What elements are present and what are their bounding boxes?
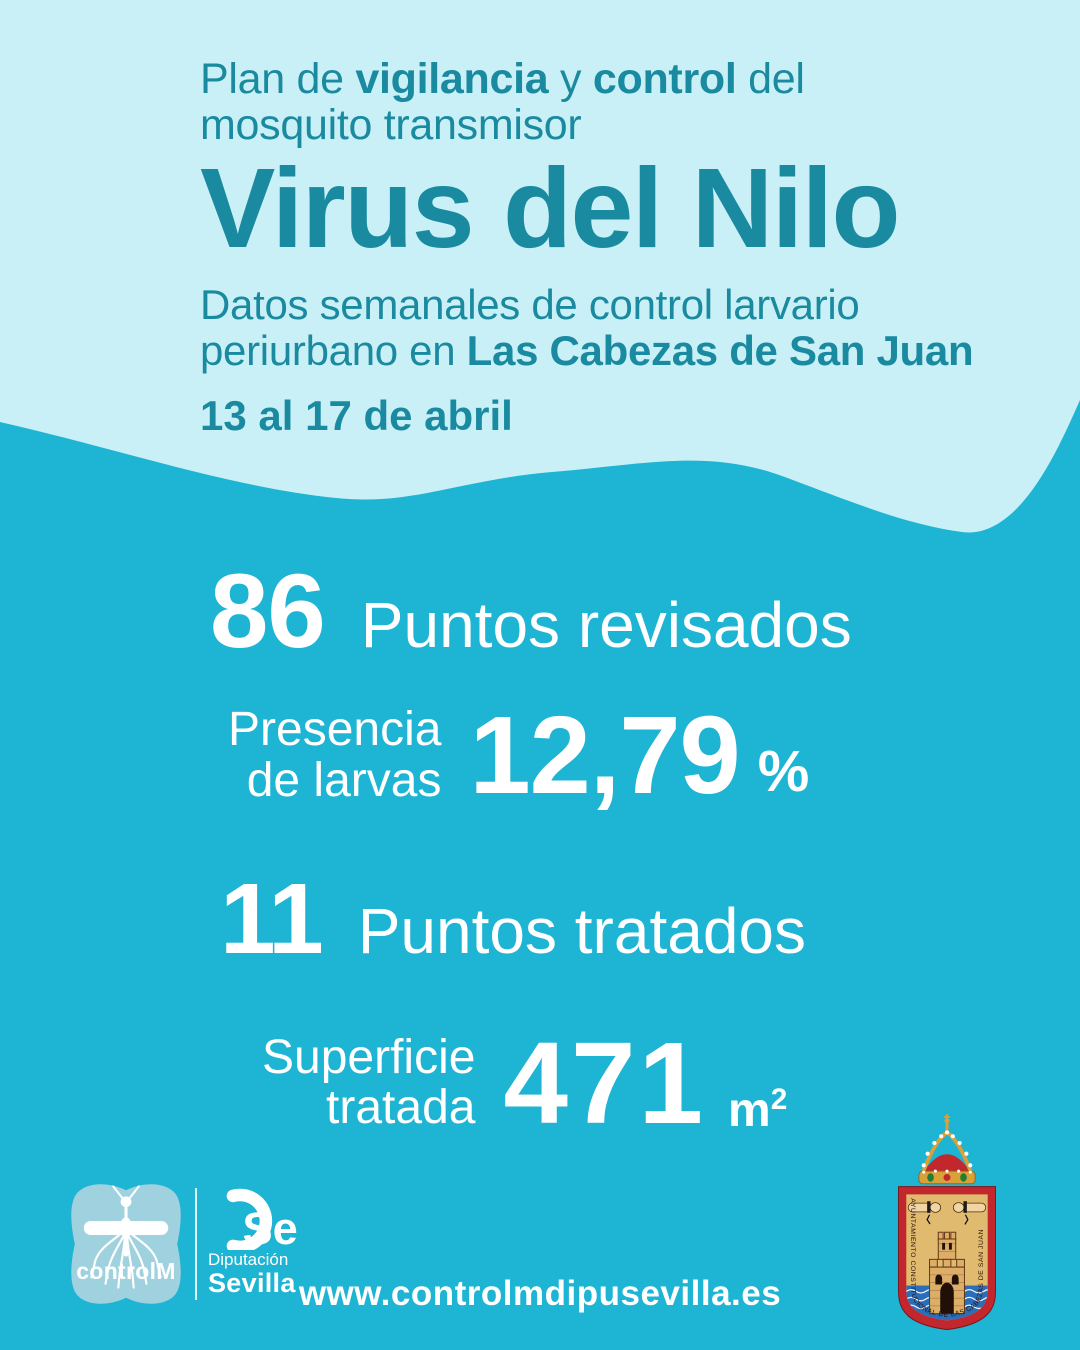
controlm-logo bbox=[71, 1184, 181, 1304]
stat-label-larvas: Presencia de larvas bbox=[228, 703, 442, 807]
diputacion-sevilla-logo: Se bbox=[226, 1188, 298, 1250]
top-wave-section bbox=[0, 0, 1080, 533]
header-block: Plan de vigilancia y control del mosquit… bbox=[200, 56, 974, 440]
subtitle-block: Datos semanales de control larvario peri… bbox=[200, 280, 974, 374]
stat-label-larvas-line1: Presencia bbox=[228, 703, 442, 757]
shield-icon: AYUNTAMIENTO CONSTITUCIONAL DE LAS CABEZ… bbox=[898, 1186, 996, 1331]
crown-icon bbox=[918, 1113, 976, 1185]
stat-value-revisados: 86 bbox=[210, 553, 326, 670]
stat-value-superficie: 471 bbox=[503, 1018, 706, 1148]
castle-icon bbox=[929, 1231, 965, 1315]
arms-icon bbox=[907, 1201, 987, 1225]
stat-label-larvas-line2: de larvas bbox=[246, 753, 442, 807]
dse-logo-text: Se bbox=[243, 1203, 298, 1250]
controlm-label: controlM bbox=[76, 1258, 176, 1284]
intro-bold-vigilancia: vigilancia bbox=[355, 55, 549, 103]
intro-line2: mosquito transmisor bbox=[200, 101, 582, 149]
unit-exponent: 2 bbox=[770, 1083, 788, 1116]
stat-value-larvas: 12,79 bbox=[469, 694, 740, 817]
subtitle-line1: Datos semanales de control larvario bbox=[200, 280, 860, 328]
sevilla-label: Sevilla bbox=[208, 1268, 296, 1298]
stat-row-puntos-revisados: 86 Puntos revisados bbox=[210, 552, 852, 672]
subtitle-bold-municipality: Las Cabezas de San Juan bbox=[466, 326, 974, 374]
subtitle-text: periurbano en bbox=[200, 326, 467, 374]
coat-of-arms: AYUNTAMIENTO CONSTITUCIONAL DE LAS CABEZ… bbox=[898, 1113, 996, 1331]
subtitle-line2: periurbano en Las Cabezas de San Juan bbox=[200, 326, 974, 374]
page-title: Virus del Nilo bbox=[200, 145, 901, 271]
logo-divider bbox=[195, 1188, 197, 1300]
diputacion-label: Diputación bbox=[208, 1250, 289, 1269]
stat-label-revisados: Puntos revisados bbox=[360, 589, 852, 661]
intro-text-3: del bbox=[736, 55, 805, 103]
stat-label-tratados: Puntos tratados bbox=[357, 895, 806, 967]
intro-text-2: y bbox=[548, 55, 593, 103]
stat-label-superficie-line1: Superficie bbox=[262, 1030, 476, 1084]
mosquito-icon bbox=[83, 1185, 169, 1289]
stat-value-tratados: 11 bbox=[220, 863, 324, 975]
stat-label-superficie-line2: tratada bbox=[326, 1081, 476, 1134]
intro-line1: Plan de vigilancia y control del bbox=[200, 56, 973, 102]
stat-row-superficie-tratada: Superficie tratada 471 m2 bbox=[262, 1016, 787, 1150]
date-range: 13 al 17 de abril bbox=[200, 391, 513, 439]
stat-row-puntos-tratados: 11 Puntos tratados bbox=[220, 862, 806, 977]
intro-bold-control: control bbox=[592, 55, 737, 103]
wave-shape bbox=[0, 0, 1080, 533]
website-url: www.controlmdipusevilla.es bbox=[298, 1274, 782, 1313]
stat-label-superficie: Superficie tratada bbox=[262, 1030, 476, 1134]
stat-unit-percent: % bbox=[757, 739, 810, 804]
intro-text-1: Plan de bbox=[200, 55, 356, 103]
unit-m: m bbox=[728, 1084, 771, 1137]
dse-arc-icon bbox=[226, 1188, 273, 1250]
stat-row-presencia-larvas: Presencia de larvas 12,79 % bbox=[228, 692, 809, 819]
stat-unit-m2: m2 bbox=[728, 1083, 787, 1138]
